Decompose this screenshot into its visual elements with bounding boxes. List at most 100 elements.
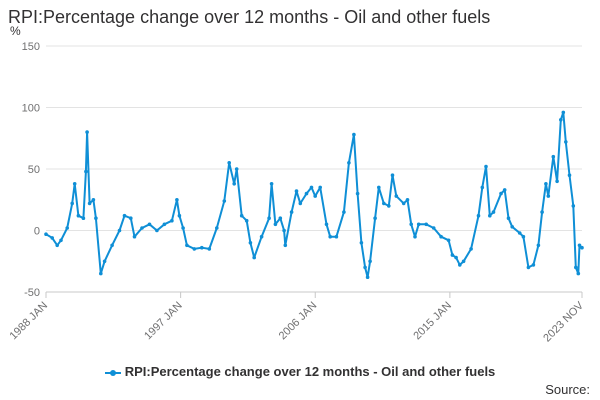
data-point[interactable]	[298, 201, 303, 206]
data-point[interactable]	[222, 199, 227, 203]
data-point[interactable]	[318, 185, 323, 190]
data-point[interactable]	[87, 201, 92, 206]
data-point[interactable]	[85, 130, 89, 134]
data-point[interactable]	[564, 140, 568, 144]
data-point[interactable]	[283, 243, 288, 248]
data-point[interactable]	[377, 185, 381, 190]
data-point[interactable]	[162, 222, 167, 227]
data-point[interactable]	[484, 164, 488, 169]
data-point[interactable]	[44, 232, 48, 236]
data-point[interactable]	[215, 226, 219, 230]
data-point[interactable]	[506, 216, 511, 220]
data-point[interactable]	[84, 169, 88, 174]
data-point[interactable]	[170, 218, 174, 223]
data-point[interactable]	[304, 191, 309, 196]
data-point[interactable]	[510, 225, 514, 229]
data-point[interactable]	[413, 234, 417, 239]
data-point[interactable]	[155, 228, 159, 233]
data-point[interactable]	[521, 234, 526, 239]
data-point[interactable]	[450, 253, 455, 257]
data-point[interactable]	[207, 247, 212, 251]
data-point[interactable]	[234, 167, 239, 171]
data-point[interactable]	[227, 161, 231, 165]
data-point[interactable]	[409, 222, 414, 227]
data-point[interactable]	[454, 255, 458, 260]
data-point[interactable]	[359, 241, 364, 245]
data-point[interactable]	[175, 198, 179, 202]
data-point[interactable]	[294, 189, 299, 193]
data-point[interactable]	[342, 210, 346, 214]
data-point[interactable]	[373, 216, 377, 220]
data-point[interactable]	[132, 234, 137, 239]
data-point[interactable]	[324, 222, 329, 227]
data-point[interactable]	[239, 213, 244, 218]
data-point[interactable]	[177, 213, 182, 218]
data-point[interactable]	[273, 222, 278, 227]
data-point[interactable]	[561, 110, 566, 115]
data-point[interactable]	[368, 259, 372, 264]
data-point[interactable]	[252, 255, 256, 260]
data-point[interactable]	[313, 194, 318, 198]
data-point[interactable]	[469, 247, 473, 251]
data-point[interactable]	[328, 234, 333, 239]
data-point[interactable]	[352, 132, 356, 137]
data-point[interactable]	[244, 218, 249, 223]
data-point[interactable]	[544, 182, 548, 186]
data-point[interactable]	[192, 247, 197, 251]
data-point[interactable]	[181, 226, 185, 230]
data-point[interactable]	[580, 245, 584, 250]
data-point[interactable]	[72, 182, 77, 186]
data-point[interactable]	[401, 201, 406, 206]
data-point[interactable]	[200, 245, 204, 250]
data-point[interactable]	[394, 194, 399, 198]
data-point[interactable]	[267, 216, 271, 220]
data-point[interactable]	[499, 191, 503, 196]
data-point[interactable]	[70, 201, 74, 206]
data-point[interactable]	[517, 231, 522, 235]
data-point[interactable]	[289, 210, 294, 214]
data-point[interactable]	[390, 173, 395, 177]
data-point[interactable]	[117, 228, 122, 233]
data-point[interactable]	[491, 210, 496, 214]
data-point[interactable]	[94, 216, 98, 220]
data-point[interactable]	[248, 241, 253, 245]
data-point[interactable]	[458, 263, 462, 267]
data-point[interactable]	[488, 213, 492, 218]
data-point[interactable]	[571, 204, 576, 208]
data-point[interactable]	[65, 226, 69, 230]
data-point[interactable]	[355, 191, 360, 196]
data-point[interactable]	[502, 188, 507, 192]
data-point[interactable]	[577, 243, 582, 248]
data-point[interactable]	[446, 238, 451, 243]
data-point[interactable]	[232, 182, 236, 186]
data-point[interactable]	[140, 226, 144, 230]
data-point[interactable]	[531, 263, 536, 267]
data-point[interactable]	[282, 228, 286, 233]
data-point[interactable]	[555, 179, 559, 184]
data-point[interactable]	[416, 222, 421, 227]
data-point[interactable]	[99, 271, 103, 276]
data-point[interactable]	[405, 198, 410, 202]
data-point[interactable]	[567, 173, 572, 177]
data-point[interactable]	[334, 234, 339, 239]
data-point[interactable]	[55, 243, 59, 248]
data-point[interactable]	[102, 259, 107, 264]
data-point[interactable]	[431, 226, 436, 230]
data-point[interactable]	[363, 265, 367, 270]
data-point[interactable]	[347, 161, 351, 165]
data-point[interactable]	[81, 216, 86, 220]
data-point[interactable]	[480, 185, 485, 190]
data-point[interactable]	[551, 154, 556, 159]
data-point[interactable]	[476, 213, 481, 218]
data-point[interactable]	[122, 213, 127, 218]
data-point[interactable]	[461, 259, 466, 264]
data-point[interactable]	[536, 243, 541, 248]
data-point[interactable]	[574, 265, 578, 270]
data-point[interactable]	[382, 201, 386, 206]
data-point[interactable]	[309, 185, 314, 190]
data-point[interactable]	[76, 213, 81, 218]
data-point[interactable]	[269, 182, 274, 186]
data-point[interactable]	[559, 118, 563, 122]
data-point[interactable]	[50, 236, 54, 240]
data-point[interactable]	[424, 222, 429, 227]
